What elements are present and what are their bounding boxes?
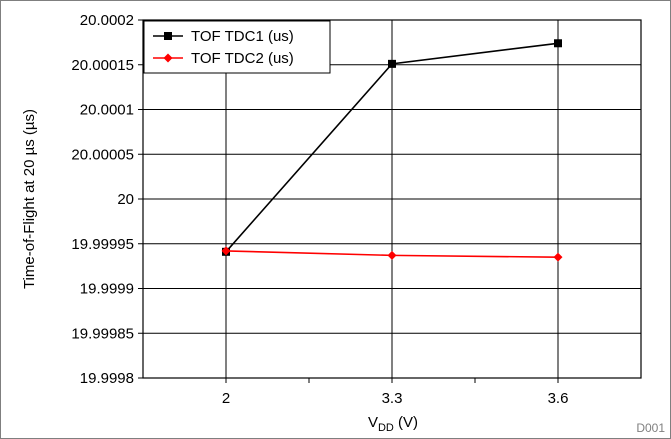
- x-tick-labels: 2 3.3 3.6: [222, 390, 569, 407]
- legend-label-1: TOF TDC1 (us): [191, 28, 294, 45]
- series-2-point: [553, 252, 563, 262]
- y-tick-label: 19.9998: [80, 370, 134, 387]
- x-tick-label: 3.3: [382, 390, 403, 407]
- y-tick-label: 20.0001: [80, 102, 134, 119]
- series-2-point: [221, 246, 231, 256]
- figure-code: D001: [636, 421, 665, 435]
- x-tick-label: 3.6: [548, 390, 569, 407]
- y-tick-label: 20.00015: [71, 57, 134, 74]
- series-layer: [221, 39, 563, 262]
- y-axis-title: Time-of-Flight at 20 µs (µs): [21, 109, 38, 289]
- x-axis-title-main: V: [368, 414, 378, 431]
- legend: TOF TDC1 (us) TOF TDC2 (us): [143, 20, 331, 74]
- legend-marker-2: [163, 53, 173, 63]
- y-tick-labels: 20.0002 20.00015 20.0001 20.00005 20 19.99995…: [71, 12, 134, 387]
- legend-marker-1: [164, 32, 172, 40]
- y-tick-label: 20: [117, 191, 134, 208]
- x-axis-title: VDD (V): [368, 414, 418, 434]
- y-tick-label: 20.0002: [80, 12, 134, 29]
- legend-box: [143, 20, 331, 74]
- y-tick-label: 20.00005: [71, 146, 134, 163]
- x-axis-title-subscript: DD: [378, 422, 394, 434]
- y-tick-label: 19.9999: [80, 281, 134, 298]
- x-axis-title-unit: (V): [394, 414, 418, 431]
- y-tick-label: 19.99985: [71, 325, 134, 342]
- series-1-point: [554, 39, 562, 48]
- x-tick-label: 2: [222, 390, 230, 407]
- y-tick-label: 19.99995: [71, 236, 134, 253]
- legend-label-2: TOF TDC2 (us): [191, 50, 294, 67]
- series-2-point: [387, 250, 397, 260]
- series-2: [221, 246, 563, 262]
- plot-area: [142, 19, 642, 379]
- series-1-point: [388, 59, 396, 68]
- grid: [138, 19, 641, 383]
